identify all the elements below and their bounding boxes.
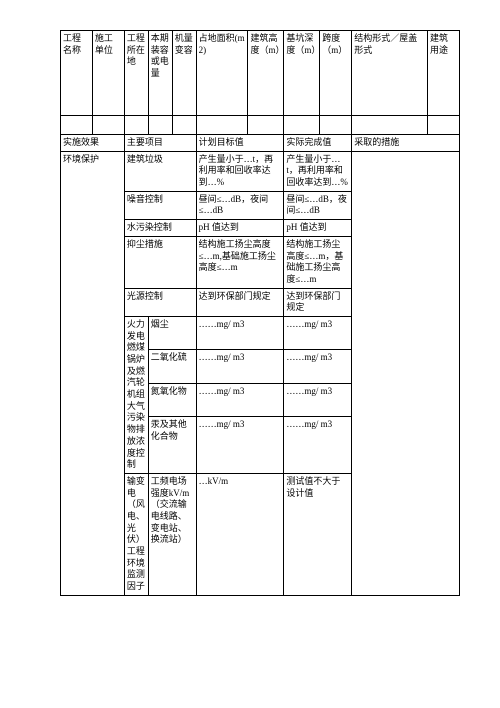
fire-b-name: 二氧化硫 xyxy=(148,350,196,383)
fire-b-actual: ……mg/ m3 xyxy=(284,350,352,383)
env-r4-actual: 结构施工扬尘高度≤…m，基础施工扬尘高度≤…m xyxy=(284,236,352,288)
hdr-c3: 工程所在地 xyxy=(124,31,148,116)
env-r4-name: 抑尘措施 xyxy=(124,236,196,288)
env-r5-name: 光源控制 xyxy=(124,288,196,316)
fire-d-name: 汞及其他化合物 xyxy=(148,417,196,474)
env-r5-actual: 达到环保部门规定 xyxy=(284,288,352,316)
hdr-c1: 工程名称 xyxy=(61,31,93,116)
fire-c-actual: ……mg/ m3 xyxy=(284,383,352,416)
fire-a-target: ……mg/ m3 xyxy=(196,316,284,349)
overview-table: 工程名称 施工单位 工程所在地 本期装容或电量 机量变容 占地面积(m2) 建筑… xyxy=(60,30,460,596)
hdr-c8: 基坑深度（m） xyxy=(284,31,320,116)
fire-label: 火力发电燃煤锅炉及燃汽轮机组大气污染物排放浓度控制 xyxy=(124,316,148,473)
env-r4-target: 结构施工扬尘高度≤…m,基础施工扬尘高度≤…m xyxy=(196,236,284,288)
hdr-c4: 本期装容或电量 xyxy=(148,31,172,116)
env-r2-target: 昼间≤…dB，夜间≤…dB xyxy=(196,191,284,219)
hdr-c5: 机量变容 xyxy=(172,31,196,116)
env-r5-target: 达到环保部门规定 xyxy=(196,288,284,316)
env-r1-name: 建筑垃圾 xyxy=(124,151,196,191)
fire-a-actual: ……mg/ m3 xyxy=(284,316,352,349)
fire-d-target: ……mg/ m3 xyxy=(196,417,284,474)
env-r1-actual: 产生量小于…t，再利用率和回收率达到…% xyxy=(284,151,352,191)
env-r2-name: 噪音控制 xyxy=(124,191,196,219)
env-measure xyxy=(352,151,460,595)
env-r3-target: pH 值达到 xyxy=(196,220,284,237)
actual-label: 实际完成值 xyxy=(284,135,352,152)
trans-a-name: 工频电场强度kV/m（交流输电线路、变电站、换流站） xyxy=(148,473,196,595)
target-label: 计划目标值 xyxy=(196,135,284,152)
emptycell xyxy=(61,116,93,135)
hdr-c7: 建筑高度（m） xyxy=(248,31,284,116)
env-r2-actual: 昼间≤…dB，夜间≤…dB xyxy=(284,191,352,219)
hdr-c9: 跨度（m） xyxy=(320,31,352,116)
effect-label: 实施效果 xyxy=(61,135,125,152)
trans-a-target: …kV/m xyxy=(196,473,284,595)
fire-d-actual: ……mg/ m3 xyxy=(284,417,352,474)
main-label: 主要项目 xyxy=(124,135,196,152)
hdr-c2: 施工单位 xyxy=(92,31,124,116)
fire-c-target: ……mg/ m3 xyxy=(196,383,284,416)
hdr-c10: 结构形式／屋盖形式 xyxy=(352,31,428,116)
measure-label: 采取的措施 xyxy=(352,135,460,152)
env-r3-actual: pH 值达到 xyxy=(284,220,352,237)
trans-a-actual: 测试值不大于设计值 xyxy=(284,473,352,595)
hdr-c6: 占地面积(m2) xyxy=(196,31,248,116)
hdr-c11: 建筑用途 xyxy=(428,31,460,116)
env-label: 环境保护 xyxy=(61,151,125,595)
env-r3-name: 水污染控制 xyxy=(124,220,196,237)
env-r1-target: 产生量小于…t，再利用率和回收率达到…% xyxy=(196,151,284,191)
fire-b-target: ……mg/ m3 xyxy=(196,350,284,383)
trans-label: 输变电（风电、光伏）工程环境监测因子 xyxy=(124,473,148,595)
fire-c-name: 氮氧化物 xyxy=(148,383,196,416)
fire-a-name: 烟尘 xyxy=(148,316,196,349)
